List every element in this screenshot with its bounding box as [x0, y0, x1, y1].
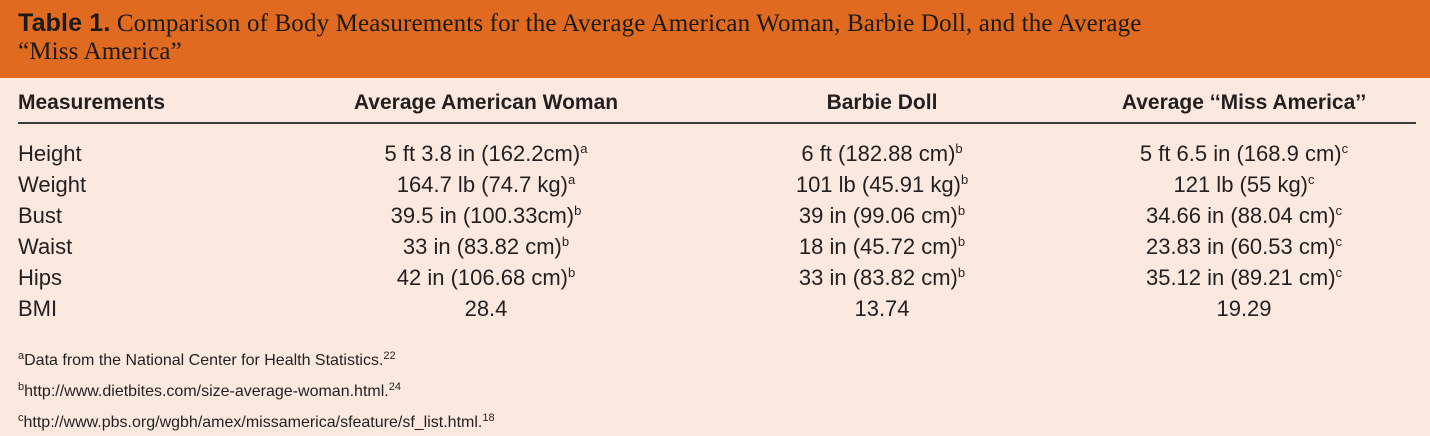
- column-header-measurements: Measurements: [18, 84, 280, 124]
- footnote-b-text: http://www.dietbites.com/size-average-wo…: [24, 383, 389, 400]
- table-cell: 164.7 lb (74.7 kg)a: [396, 171, 576, 197]
- footnote-b-mark: b: [18, 381, 25, 393]
- footnote-c: chttp://www.pbs.org/wgbh/amex/missameric…: [18, 405, 495, 436]
- table-title: Comparison of Body Measurements for the …: [116, 10, 1142, 37]
- table-row: Bust 39.5 in (100.33cm)b 39 in (99.06 cm…: [18, 200, 1416, 231]
- footnote-mark: c: [1335, 264, 1343, 280]
- footnote-mark: b: [574, 202, 582, 218]
- footnote-mark: a: [580, 140, 588, 156]
- footnote-a-mark: a: [18, 350, 25, 362]
- table-cell: 33 in (83.82 cm)b: [798, 264, 966, 290]
- footnote-a-ref: 22: [383, 350, 396, 362]
- table-cell: 18 in (45.72 cm)b: [798, 233, 966, 259]
- table-title-line2: “Miss America”: [18, 38, 182, 65]
- footnote-c-text: http://www.pbs.org/wgbh/amex/missamerica…: [23, 414, 483, 431]
- table-cell: 121 lb (55 kg)c: [1173, 171, 1315, 197]
- row-label: Bust: [18, 202, 63, 228]
- measurements-table-wrap: Measurements Average American Woman Barb…: [18, 84, 1416, 324]
- table-cell: 33 in (83.82 cm)b: [402, 233, 570, 259]
- table-caption: Table 1. Comparison of Body Measurements…: [18, 9, 1416, 38]
- footnote-mark: b: [957, 264, 966, 280]
- table-cell: 6 ft (182.88 cm)b: [801, 140, 963, 166]
- table-label: Table 1.: [18, 9, 111, 37]
- table-caption-banner: Table 1. Comparison of Body Measurements…: [0, 0, 1430, 78]
- table-cell: 101 lb (45.91 kg)b: [795, 171, 969, 197]
- table-cell: 34.66 in (88.04 cm)c: [1145, 202, 1343, 228]
- footnote-mark: a: [568, 171, 576, 187]
- table-cell: 35.12 in (89.21 cm)c: [1145, 264, 1343, 290]
- column-header-barbie-doll: Barbie Doll: [692, 84, 1072, 124]
- footnote-mark: b: [955, 140, 963, 156]
- table-row: BMI 28.4 13.74 19.29: [18, 293, 1416, 324]
- footnote-mark: b: [567, 264, 576, 280]
- table-row: Hips 42 in (106.68 cm)b 33 in (83.82 cm)…: [18, 262, 1416, 293]
- table-cell: 19.29: [1216, 295, 1272, 321]
- column-header-miss-america: Average ‘‘Miss America’’: [1072, 84, 1416, 124]
- table-cell: 23.83 in (60.53 cm)c: [1145, 233, 1343, 259]
- row-label: Hips: [18, 264, 63, 290]
- footnote-mark: c: [1335, 202, 1343, 218]
- footnote-c-ref: 18: [482, 412, 495, 424]
- table-cell: 5 ft 3.8 in (162.2cm)a: [384, 140, 588, 166]
- footnote-mark: b: [957, 202, 966, 218]
- footnote-a-text: Data from the National Center for Health…: [24, 352, 384, 369]
- footnote-mark: c: [1335, 233, 1343, 249]
- footnote-mark: c: [1341, 140, 1349, 156]
- footnote-mark: b: [960, 171, 969, 187]
- footnote-c-mark: c: [18, 412, 24, 424]
- footnote-mark: b: [957, 233, 966, 249]
- table-cell: 13.74: [854, 295, 910, 321]
- table-cell: 39 in (99.06 cm)b: [798, 202, 966, 228]
- footnote-mark: b: [561, 233, 570, 249]
- column-header-average-american-woman: Average American Woman: [280, 84, 692, 124]
- table-cell: 28.4: [464, 295, 508, 321]
- footnote-mark: c: [1308, 171, 1315, 187]
- table-cell: 39.5 in (100.33cm)b: [390, 202, 582, 228]
- measurements-table: Measurements Average American Woman Barb…: [18, 84, 1416, 324]
- footnotes: aData from the National Center for Healt…: [18, 343, 495, 436]
- row-label: Height: [18, 140, 82, 166]
- table-cell: 42 in (106.68 cm)b: [396, 264, 576, 290]
- footnote-a: aData from the National Center for Healt…: [18, 343, 495, 374]
- table-row: Height 5 ft 3.8 in (162.2cm)a 6 ft (182.…: [18, 123, 1416, 169]
- row-label: BMI: [18, 295, 58, 321]
- table-header-row: Measurements Average American Woman Barb…: [18, 84, 1416, 124]
- footnote-b-ref: 24: [388, 381, 401, 393]
- table-row: Waist 33 in (83.82 cm)b 18 in (45.72 cm)…: [18, 231, 1416, 262]
- row-label: Weight: [18, 171, 87, 197]
- table-cell: 5 ft 6.5 in (168.9 cm)c: [1139, 140, 1349, 166]
- row-label: Waist: [18, 233, 73, 259]
- table-row: Weight 164.7 lb (74.7 kg)a 101 lb (45.91…: [18, 169, 1416, 200]
- footnote-b: bhttp://www.dietbites.com/size-average-w…: [18, 374, 495, 405]
